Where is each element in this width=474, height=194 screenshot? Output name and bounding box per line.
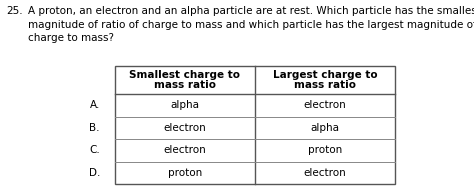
Text: mass ratio: mass ratio (154, 80, 216, 90)
Text: A proton, an electron and an alpha particle are at rest. Which particle has the : A proton, an electron and an alpha parti… (28, 6, 474, 43)
Text: mass ratio: mass ratio (294, 80, 356, 90)
Text: Largest charge to: Largest charge to (273, 70, 377, 80)
Text: proton: proton (168, 168, 202, 178)
Bar (115, 66, 395, 184)
Text: proton: proton (308, 145, 342, 155)
Text: electron: electron (304, 100, 346, 110)
Text: electron: electron (304, 168, 346, 178)
Text: Smallest charge to: Smallest charge to (129, 70, 240, 80)
Text: electron: electron (164, 145, 206, 155)
Text: alpha: alpha (171, 100, 200, 110)
Text: B.: B. (90, 123, 100, 133)
Text: alpha: alpha (310, 123, 339, 133)
Text: A.: A. (90, 100, 100, 110)
Text: C.: C. (89, 145, 100, 155)
Text: D.: D. (89, 168, 100, 178)
Text: 25.: 25. (6, 6, 23, 16)
Text: electron: electron (164, 123, 206, 133)
